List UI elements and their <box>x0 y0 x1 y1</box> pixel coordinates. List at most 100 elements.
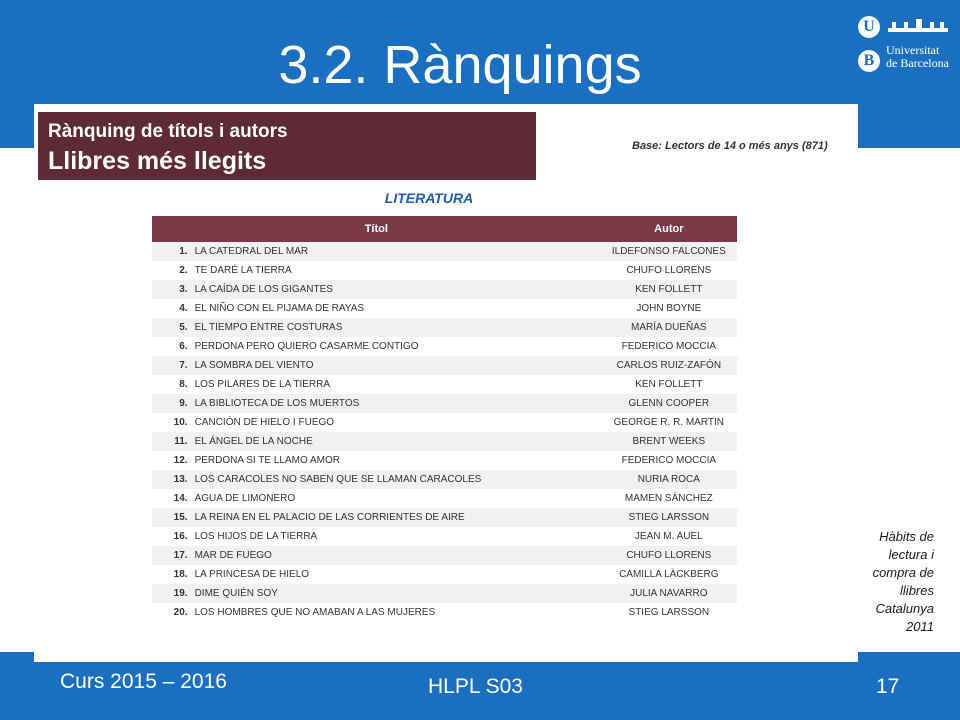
author-cell: GLENN COOPER <box>600 394 737 413</box>
rank-cell: 4. <box>152 299 191 318</box>
table-row: 8. LOS PILARES DE LA TIERRA KEN FOLLETT <box>152 375 737 394</box>
title-cell: CANCIÓN DE HIELO I FUEGO <box>190 413 601 432</box>
ranking-table: Títol Autor 1. LA CATEDRAL DEL MAR ILDEFON… <box>152 216 737 622</box>
logo-badge-top: U <box>858 16 880 38</box>
footer-course: Curs 2015 – 2016 <box>60 670 227 693</box>
title-cell: LA CAÍDA DE LOS GIGANTES <box>190 280 601 299</box>
table-row: 10. CANCIÓN DE HIELO I FUEGO GEORGE R. R. … <box>152 413 737 432</box>
author-cell: CAMILLA LÄCKBERG <box>600 565 737 584</box>
title-cell: LA REINA EN EL PALACIO DE LAS CORRIENTES… <box>190 508 601 527</box>
bottom-band <box>0 652 960 720</box>
ranking-document: Rànquing de títols i autors Llibres més … <box>34 104 858 662</box>
document-header-subtitle: Rànquing de títols i autors <box>48 121 288 142</box>
table-row: 11. EL ÁNGEL DE LA NOCHE BRENT WEEKS <box>152 432 737 451</box>
document-header-title: Llibres més llegits <box>48 147 267 175</box>
table-row: 5. EL TIEMPO ENTRE COSTURAS MARÍA DUEÑAS <box>152 318 737 337</box>
rank-cell: 19. <box>152 584 191 603</box>
slide-title: 3.2. Rànquings <box>278 35 642 95</box>
rank-cell: 18. <box>152 565 191 584</box>
author-cell: CARLOS RUIZ-ZAFÓN <box>600 356 737 375</box>
title-cell: LA SOMBRA DEL VIENTO <box>190 356 601 375</box>
author-cell: FEDERICO MOCCIA <box>600 337 737 356</box>
source-note-line: lectura i <box>888 547 934 562</box>
logo-line-1: Universitat <box>886 43 940 57</box>
title-cell: LOS PILARES DE LA TIERRA <box>190 375 601 394</box>
title-cell: PERDONA PERO QUIERO CASARME CONTIGO <box>190 337 601 356</box>
rank-cell: 13. <box>152 470 191 489</box>
rank-cell: 20. <box>152 603 191 622</box>
table-header-row: Títol Autor <box>152 216 737 242</box>
page-number: 17 <box>876 675 900 698</box>
document-header: Rànquing de títols i autors Llibres més … <box>38 112 536 180</box>
title-cell: PERDONA SI TE LLAMO AMOR <box>190 451 601 470</box>
author-cell: CHUFO LLORENS <box>600 261 737 280</box>
logo-badge-bottom: B <box>858 50 880 72</box>
table-row: 3. LA CAÍDA DE LOS GIGANTES KEN FOLLETT <box>152 280 737 299</box>
rank-cell: 10. <box>152 413 191 432</box>
author-cell: FEDERICO MOCCIA <box>600 451 737 470</box>
author-cell: STIEG LARSSON <box>600 508 737 527</box>
table-row: 20. LOS HOMBRES QUE NO AMABAN A LAS MUJER… <box>152 603 737 622</box>
title-cell: LA PRINCESA DE HIELO <box>190 565 601 584</box>
title-cell: DIME QUIÉN SOY <box>190 584 601 603</box>
rank-cell: 3. <box>152 280 191 299</box>
title-cell: EL ÁNGEL DE LA NOCHE <box>190 432 601 451</box>
rank-cell: 8. <box>152 375 191 394</box>
logo-wordmark: Universitat de Barcelona <box>886 44 949 70</box>
source-note-line: 2011 <box>906 619 934 634</box>
title-cell: LOS CARACOLES NO SABEN QUE SE LLAMAN CAR… <box>190 470 601 489</box>
table-row: 1. LA CATEDRAL DEL MAR ILDEFONSO FALCONES <box>152 242 737 261</box>
title-cell: EL TIEMPO ENTRE COSTURAS <box>190 318 601 337</box>
source-note-line: compra de <box>872 565 934 580</box>
title-cell: LOS HOMBRES QUE NO AMABAN A LAS MUJERES <box>190 603 601 622</box>
source-note-line: llibres <box>900 583 934 598</box>
title-cell: LA CATEDRAL DEL MAR <box>190 242 601 261</box>
author-cell: KEN FOLLETT <box>600 280 737 299</box>
title-cell: LOS HIJOS DE LA TIERRA <box>190 527 601 546</box>
base-note: Base: Lectors de 14 o més anys (871) <box>632 140 828 152</box>
author-cell: STIEG LARSSON <box>600 603 737 622</box>
table-row: 19. DIME QUIÉN SOY JULIA NAVARRO <box>152 584 737 603</box>
table-row: 12. PERDONA SI TE LLAMO AMOR FEDERICO MOCC… <box>152 451 737 470</box>
table-row: 16. LOS HIJOS DE LA TIERRA JEAN M. AUEL <box>152 527 737 546</box>
section-title: LITERATURA <box>384 190 474 206</box>
author-cell: ILDEFONSO FALCONES <box>600 242 737 261</box>
column-header-author: Autor <box>600 216 737 242</box>
author-cell: GEORGE R. R. MARTIN <box>600 413 737 432</box>
table-body: 1. LA CATEDRAL DEL MAR ILDEFONSO FALCONES 2… <box>152 242 737 622</box>
table-row: 7. LA SOMBRA DEL VIENTO CARLOS RUIZ-ZAFÓN <box>152 356 737 375</box>
rank-cell: 16. <box>152 527 191 546</box>
author-cell: MAMEN SÁNCHEZ <box>600 489 737 508</box>
rank-cell: 9. <box>152 394 191 413</box>
building-icon <box>888 19 948 32</box>
table-row: 2. TE DARÉ LA TIERRA CHUFO LLORENS <box>152 261 737 280</box>
table-row: 4. EL NIÑO CON EL PIJAMA DE RAYAS JOHN BOY… <box>152 299 737 318</box>
table-row: 17. MAR DE FUEGO CHUFO LLORENS <box>152 546 737 565</box>
table-row: 14. AGUA DE LIMONERO MAMEN SÁNCHEZ <box>152 489 737 508</box>
author-cell: CHUFO LLORENS <box>600 546 737 565</box>
rank-cell: 12. <box>152 451 191 470</box>
table-row: 15. LA REINA EN EL PALACIO DE LAS CORRIEN… <box>152 508 737 527</box>
rank-cell: 17. <box>152 546 191 565</box>
table-row: 9. LA BIBLIOTECA DE LOS MUERTOS GLENN COOP… <box>152 394 737 413</box>
table-row: 13. LOS CARACOLES NO SABEN QUE SE LLAMAN … <box>152 470 737 489</box>
source-note-line: Catalunya <box>875 601 934 616</box>
rank-cell: 2. <box>152 261 191 280</box>
university-logo: U B Universitat de Barcelona <box>854 12 956 76</box>
table-row: 6. PERDONA PERO QUIERO CASARME CONTIGO FED… <box>152 337 737 356</box>
title-cell: EL NIÑO CON EL PIJAMA DE RAYAS <box>190 299 601 318</box>
rank-cell: 11. <box>152 432 191 451</box>
rank-cell: 14. <box>152 489 191 508</box>
logo-line-2: de Barcelona <box>886 56 949 70</box>
table-row: 18. LA PRINCESA DE HIELO CAMILLA LÄCKBERG <box>152 565 737 584</box>
source-note-line: Hàbits de <box>879 529 934 544</box>
author-cell: JEAN M. AUEL <box>600 527 737 546</box>
author-cell: NURIA ROCA <box>600 470 737 489</box>
author-cell: JOHN BOYNE <box>600 299 737 318</box>
title-cell: AGUA DE LIMONERO <box>190 489 601 508</box>
source-note: Hàbits de lectura i compra de llibres Ca… <box>842 528 934 636</box>
author-cell: MARÍA DUEÑAS <box>600 318 737 337</box>
author-cell: JULIA NAVARRO <box>600 584 737 603</box>
rank-cell: 15. <box>152 508 191 527</box>
title-cell: LA BIBLIOTECA DE LOS MUERTOS <box>190 394 601 413</box>
